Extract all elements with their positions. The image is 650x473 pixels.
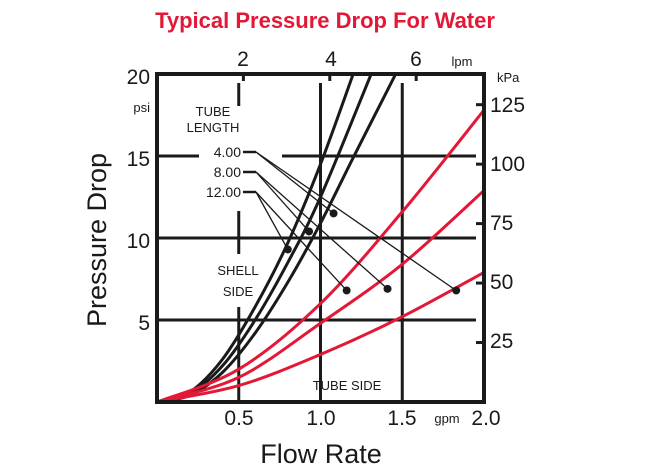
curve-marker xyxy=(305,227,314,236)
kpa-tick-label: 125 xyxy=(490,94,525,117)
legend-length-12: 12.00 xyxy=(206,184,241,200)
lpm-tick-label: 6 xyxy=(410,48,422,71)
leader-line xyxy=(255,151,334,214)
tube-side-curve-4-00 xyxy=(157,271,484,402)
plot-frame xyxy=(155,72,486,404)
leader-line xyxy=(255,171,310,232)
x-tick-label: 1.5 xyxy=(387,407,416,430)
grid xyxy=(157,83,476,402)
kpa-tick-label: 75 xyxy=(490,212,513,235)
leader-line xyxy=(255,191,289,250)
kpa-tick-label: 25 xyxy=(490,330,513,353)
curve-marker xyxy=(452,286,461,295)
x-tick-label: 0.5 xyxy=(224,407,253,430)
leader-line xyxy=(255,171,388,290)
curve-marker xyxy=(383,284,392,293)
leader-lines xyxy=(243,150,457,292)
curve-marker xyxy=(342,286,351,295)
lpm-tick-label: 4 xyxy=(325,48,337,71)
legend-title-line1: TUBE xyxy=(196,104,231,119)
kpa-tick-label: 100 xyxy=(490,153,525,176)
legend-length-4: 4.00 xyxy=(214,144,241,160)
chart-title: Typical Pressure Drop For Water xyxy=(155,8,495,33)
curve-marker xyxy=(283,245,292,254)
x2-unit-lpm: lpm xyxy=(452,54,473,69)
shell-side-label-line2: SIDE xyxy=(223,284,254,299)
markers xyxy=(283,209,461,295)
y-axis-title: Pressure Drop xyxy=(82,153,112,327)
x-unit-gpm: gpm xyxy=(434,411,459,426)
lpm-tick-label: 2 xyxy=(237,48,249,71)
curves xyxy=(157,74,484,402)
legend-length-8: 8.00 xyxy=(214,164,241,180)
x-axis-title: Flow Rate xyxy=(260,439,382,469)
legend-title-line2: LENGTH xyxy=(187,120,240,135)
leader-line xyxy=(255,191,348,291)
y-tick-label: 20 xyxy=(127,66,150,89)
y-unit-psi: psi xyxy=(133,100,150,115)
y2-unit-kpa: kPa xyxy=(497,70,520,85)
tube-side-label: TUBE SIDE xyxy=(313,378,382,393)
shell-side-label-line1: SHELL xyxy=(217,263,258,278)
axis-ticks xyxy=(241,74,484,345)
curve-marker xyxy=(329,209,338,218)
tube-side-curve-8-00 xyxy=(157,189,484,402)
y-tick-label: 15 xyxy=(127,148,150,171)
y-tick-label: 10 xyxy=(127,230,150,253)
y-tick-label: 5 xyxy=(138,312,150,335)
kpa-tick-label: 50 xyxy=(490,271,513,294)
x-tick-label: 1.0 xyxy=(306,407,335,430)
tube-side-curve-12-00 xyxy=(157,109,484,402)
x-tick-label: 2.0 xyxy=(471,407,500,430)
leader-line xyxy=(255,151,457,292)
